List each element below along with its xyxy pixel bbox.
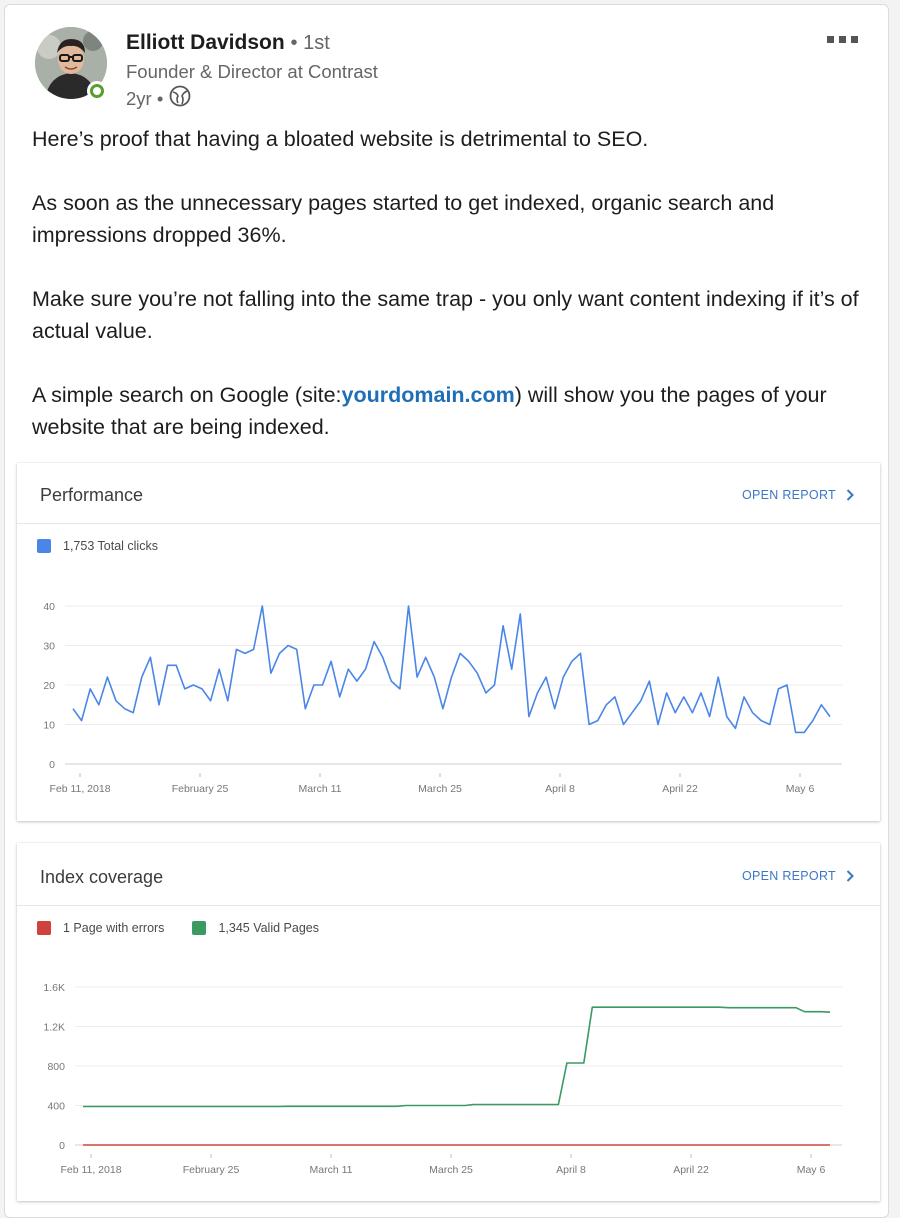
- x-tick-label: May 6: [797, 1164, 826, 1176]
- performance-card: Performance OPEN REPORT 1,753 Total clic…: [17, 463, 880, 821]
- post-paragraph: Here’s proof that having a bloated websi…: [32, 127, 649, 151]
- performance-legend[interactable]: 1,753 Total clicks: [37, 539, 158, 553]
- y-tick-label: 800: [47, 1061, 65, 1073]
- y-tick-label: 10: [43, 720, 55, 732]
- performance-chart: 0 10 20 30 40 Feb 11, 2018 February 25 March 11…: [43, 601, 842, 795]
- connection-degree: • 1st: [290, 32, 330, 54]
- x-tick-label: April 8: [556, 1164, 586, 1176]
- legend-label: 1 Page with errors: [63, 921, 165, 935]
- series-line: [83, 1006, 831, 1108]
- online-status-icon: [87, 81, 107, 101]
- legend-label: 1,753 Total clicks: [63, 539, 158, 553]
- y-tick-label: 400: [47, 1101, 65, 1113]
- x-tick-label: February 25: [172, 783, 229, 795]
- author-name[interactable]: Elliott Davidson: [126, 31, 285, 54]
- paragraph-text: A simple search on Google (site:: [32, 383, 342, 407]
- x-tick-label: Feb 11, 2018: [49, 783, 110, 795]
- index-coverage-chart: 0 400 800 1.2K 1.6K Feb 11, 2018 February 25 Ma…: [43, 982, 842, 1176]
- post-body: Here’s proof that having a bloated websi…: [32, 123, 877, 443]
- x-tick-label: March 11: [310, 1164, 353, 1176]
- post-meta: 2yr •: [126, 85, 191, 112]
- open-report-label: OPEN REPORT: [741, 488, 836, 502]
- x-tick-label: April 8: [545, 783, 575, 795]
- open-report-label: OPEN REPORT: [741, 869, 836, 883]
- paragraph-text: ) will show you the pages of your websit…: [32, 383, 827, 439]
- post-paragraph: A simple search on Google (site:yourdoma…: [32, 379, 877, 443]
- x-tick-label: March 25: [429, 1164, 473, 1176]
- y-tick-label: 1.6K: [43, 982, 65, 994]
- chevron-right-icon: [846, 870, 854, 882]
- y-tick-label: 30: [43, 641, 55, 653]
- y-tick-label: 0: [59, 1140, 65, 1152]
- open-report-button[interactable]: OPEN REPORT: [742, 869, 854, 883]
- index-coverage-title: Index coverage: [40, 867, 164, 887]
- index-legend: 1 Page with errors 1,345 Valid Pages: [37, 921, 319, 935]
- index-coverage-card: Index coverage OPEN REPORT 1 Page with e…: [17, 843, 880, 1201]
- x-tick-label: April 22: [673, 1164, 709, 1176]
- legend-label: 1,345 Valid Pages: [218, 921, 319, 935]
- x-tick-label: April 22: [662, 783, 698, 795]
- y-tick-label: 40: [43, 601, 55, 613]
- legend-swatch: [37, 921, 51, 935]
- open-report-button[interactable]: OPEN REPORT: [742, 488, 854, 502]
- chevron-right-icon: [846, 489, 854, 501]
- legend-swatch: [192, 921, 207, 935]
- legend-swatch: [37, 539, 51, 553]
- author-headline: Founder & Director at Contrast: [126, 61, 378, 82]
- x-tick-label: Feb 11, 2018: [60, 1164, 121, 1176]
- author-avatar[interactable]: [35, 27, 107, 99]
- card-divider: [17, 905, 880, 906]
- performance-title: Performance: [40, 485, 144, 505]
- author-line: Elliott Davidson • 1st: [126, 31, 330, 55]
- more-horizontal-icon[interactable]: [827, 29, 867, 49]
- linkedin-post-card: Elliott Davidson • 1st Founder & Directo…: [4, 4, 889, 1218]
- x-tick-label: February 25: [183, 1164, 240, 1176]
- legend-errors[interactable]: 1 Page with errors: [37, 921, 164, 935]
- y-tick-label: 1.2K: [43, 1022, 65, 1034]
- post-paragraph: Make sure you’re not falling into the sa…: [32, 287, 859, 343]
- post-paragraph: As soon as the unnecessary pages started…: [32, 191, 775, 247]
- y-tick-label: 0: [49, 759, 55, 771]
- x-tick-label: May 6: [786, 783, 815, 795]
- post-time: 2yr •: [126, 87, 164, 109]
- card-divider: [17, 523, 880, 524]
- y-tick-label: 20: [43, 680, 55, 692]
- x-tick-label: March 25: [418, 783, 462, 795]
- legend-valid[interactable]: 1,345 Valid Pages: [192, 921, 319, 935]
- x-tick-label: March 11: [299, 783, 342, 795]
- domain-link[interactable]: yourdomain.com: [341, 383, 515, 407]
- series-line: [72, 605, 831, 734]
- globe-icon: [169, 85, 191, 112]
